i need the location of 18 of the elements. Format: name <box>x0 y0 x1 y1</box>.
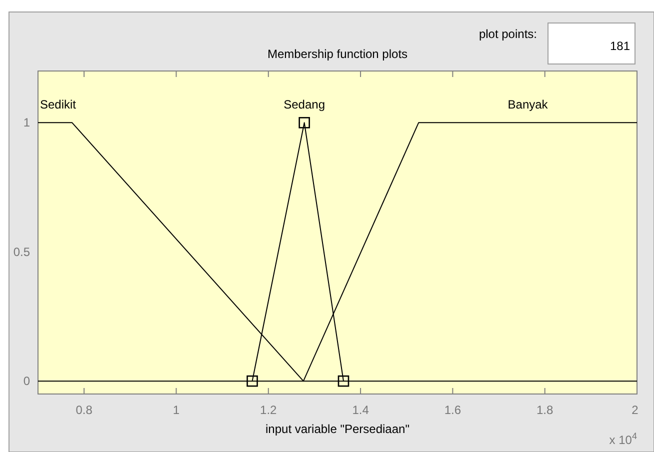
x-tick-label: 1 <box>172 403 180 417</box>
text: plot points: <box>478 27 537 41</box>
x-tick-label: 1.4 <box>352 403 370 417</box>
y-tick-label: 0 <box>23 374 30 388</box>
y-tick-label: 0.5 <box>13 244 30 259</box>
x-tick-label: 1.2 <box>260 403 278 417</box>
x-tick-label: 1.8 <box>536 403 554 417</box>
text: 181 <box>610 39 630 53</box>
text: x 10$^{4}$ <box>609 431 637 447</box>
x-tick-label: 1.6 <box>444 403 462 417</box>
x-tick-label: 2 <box>632 403 639 417</box>
y-tick-label: 1 <box>23 116 30 130</box>
series-label: Sedang <box>284 98 326 112</box>
series-label: Sedikit <box>40 98 77 112</box>
chart-title: Membership function plots <box>267 47 408 61</box>
x-tick-label: 0.8 <box>76 403 93 417</box>
series-label: Banyak <box>508 98 549 112</box>
x-axis-title: input variable "Persediaan" <box>266 422 410 436</box>
